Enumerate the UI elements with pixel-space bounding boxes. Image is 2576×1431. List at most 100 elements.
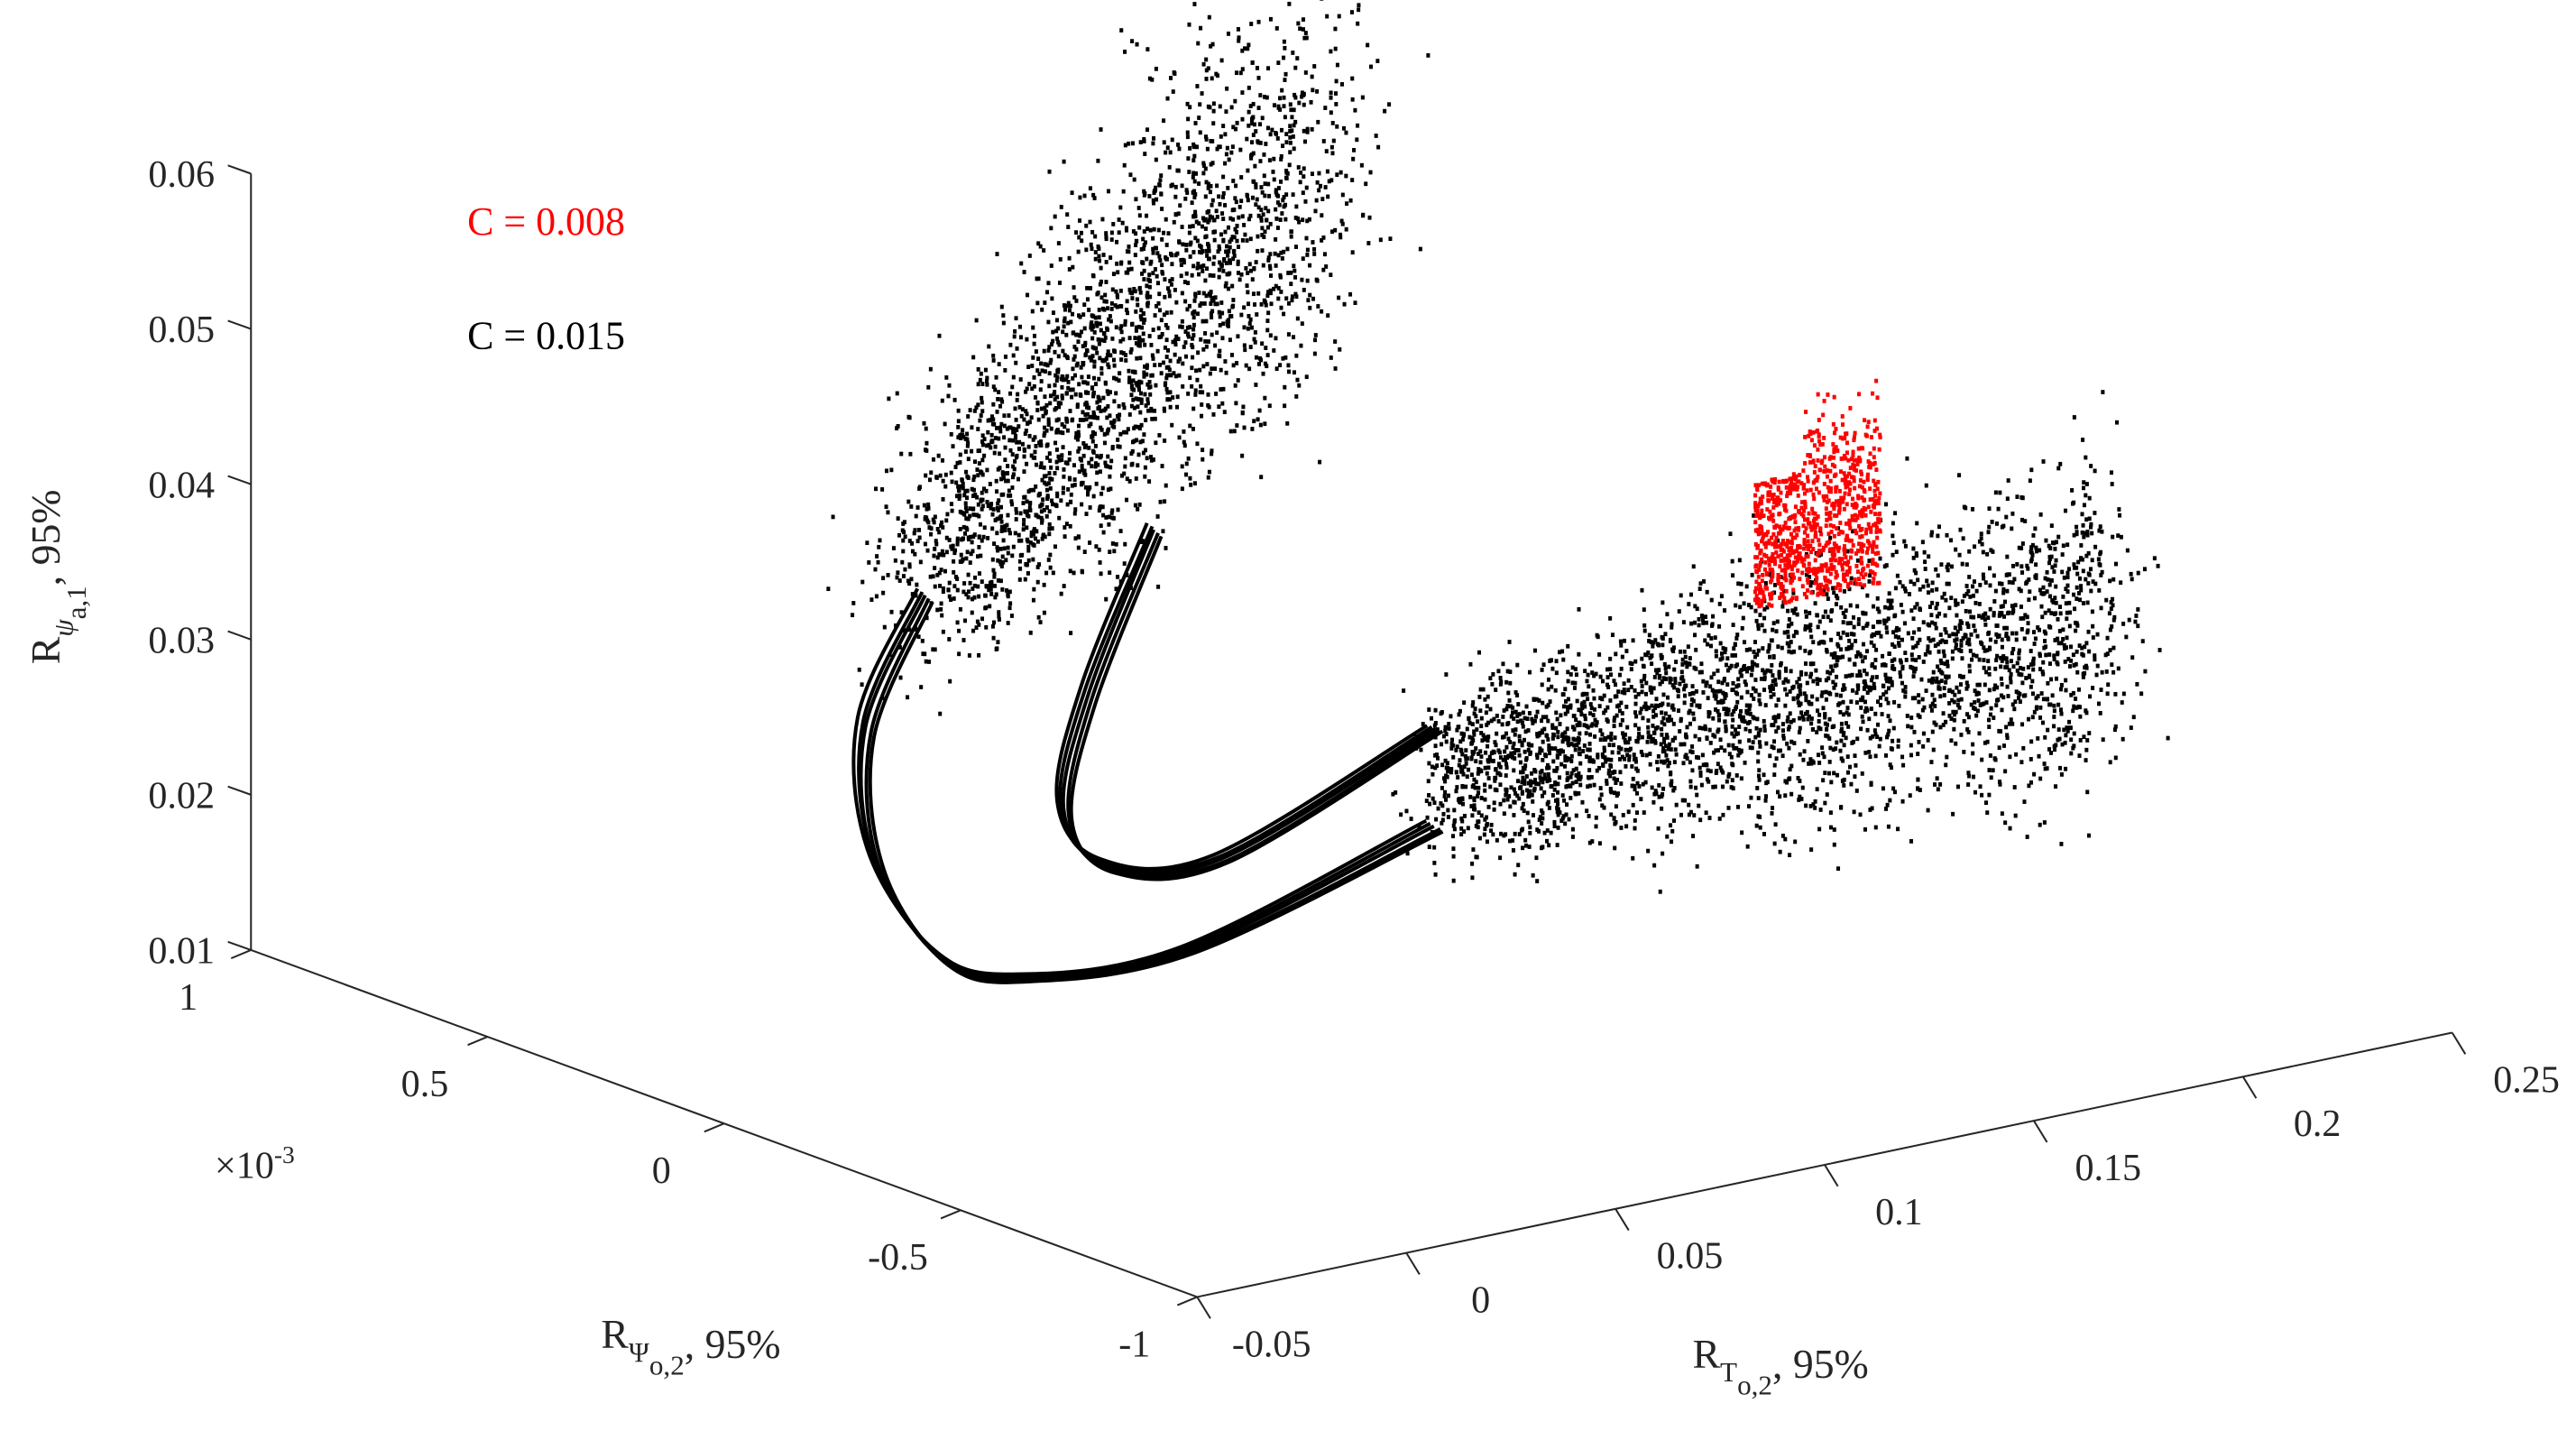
- data-point: [977, 623, 981, 627]
- data-point: [1989, 775, 1993, 780]
- data-point: [1460, 752, 1465, 757]
- data-point: [1546, 718, 1550, 724]
- data-point: [1822, 630, 1826, 635]
- data-point: [1609, 737, 1614, 743]
- data-point: [1472, 807, 1477, 811]
- data-point: [1118, 303, 1123, 309]
- data-point: [2011, 647, 2016, 651]
- data-point: [1198, 130, 1202, 135]
- data-point: [1014, 417, 1018, 422]
- data-point: [1815, 613, 1819, 618]
- data-point: [1165, 145, 1170, 151]
- data-point: [1783, 703, 1788, 708]
- data-point: [2039, 691, 2044, 696]
- data-point: [1152, 190, 1156, 196]
- data-point: [1247, 313, 1251, 319]
- data-point: [1256, 106, 1261, 110]
- data-point: [1220, 195, 1226, 199]
- data-point: [1219, 387, 1223, 392]
- data-point: [1486, 694, 1490, 699]
- data-point: [1240, 238, 1245, 243]
- data-point: [1041, 413, 1045, 419]
- data-point: [1209, 138, 1213, 143]
- data-point: [1841, 654, 1845, 660]
- data-point: [1806, 739, 1810, 743]
- data-point: [1203, 338, 1208, 344]
- data-point: [958, 484, 962, 489]
- data-point: [2043, 576, 2047, 581]
- data-point: [1071, 375, 1075, 381]
- data-point: [980, 409, 985, 414]
- data-point: [1240, 411, 1245, 416]
- data-point: [1876, 699, 1881, 705]
- data-point: [933, 547, 937, 551]
- data-point: [1509, 714, 1513, 719]
- data-point: [826, 586, 831, 592]
- data-point: [1815, 697, 1819, 702]
- data-point: [2093, 657, 2097, 662]
- data-point: [1504, 787, 1508, 792]
- data-point: [1053, 373, 1058, 378]
- data-point: [1666, 695, 1670, 700]
- data-point: [1265, 293, 1270, 299]
- data-point: [968, 580, 972, 586]
- data-point: [2054, 600, 2058, 605]
- data-point: [1305, 278, 1310, 283]
- data-point: [1210, 42, 1215, 47]
- data-point: [1938, 694, 1943, 699]
- data-point: [1091, 410, 1096, 415]
- data-point: [1693, 604, 1697, 609]
- data-point: [913, 625, 917, 631]
- data-point: [1263, 181, 1267, 187]
- data-point: [1060, 396, 1064, 401]
- data-point: [995, 426, 999, 430]
- data-point: [2073, 606, 2077, 612]
- data-point: [975, 467, 980, 472]
- data-point: [1444, 798, 1449, 802]
- data-point: [932, 553, 936, 559]
- data-point: [1441, 811, 1446, 817]
- data-point: [1684, 734, 1688, 740]
- data-point: [2004, 656, 2009, 661]
- data-point: [991, 358, 996, 363]
- data-point: [1446, 766, 1450, 771]
- data-point: [1302, 102, 1306, 107]
- data-point: [999, 513, 1004, 519]
- data-point: [1955, 784, 1960, 789]
- data-point: [925, 448, 929, 453]
- data-point: [2084, 493, 2088, 498]
- data-point: [2080, 512, 2084, 517]
- data-point: [1357, 3, 1361, 8]
- data-point: [1221, 190, 1226, 196]
- data-point: [1102, 330, 1107, 336]
- data-point: [1272, 103, 1276, 108]
- trajectory-line: [1066, 531, 1440, 879]
- data-point: [1016, 392, 1020, 397]
- data-point: [1824, 689, 1828, 695]
- data-point: [1734, 684, 1739, 689]
- data-point: [1472, 803, 1477, 808]
- data-point: [1211, 261, 1216, 266]
- data-point: [965, 495, 970, 501]
- data-point: [1282, 195, 1286, 199]
- data-point: [1249, 22, 1254, 26]
- data-point: [1068, 499, 1072, 504]
- data-point: [1783, 666, 1788, 671]
- data-point: [1209, 311, 1214, 316]
- data-point: [1604, 759, 1608, 764]
- data-point: [1527, 711, 1532, 716]
- data-point: [1093, 315, 1098, 320]
- data-point: [1633, 783, 1637, 789]
- data-point: [1673, 747, 1678, 752]
- data-point: [976, 427, 980, 431]
- data-point: [1143, 240, 1147, 245]
- data-point: [912, 531, 916, 536]
- data-point: [1130, 369, 1136, 374]
- data-point: [1061, 430, 1065, 436]
- data-point: [1433, 765, 1438, 771]
- data-point: [1143, 364, 1147, 369]
- data-point: [2049, 554, 2054, 559]
- data-point: [1626, 688, 1631, 693]
- data-point: [1926, 583, 1930, 588]
- data-point: [1451, 754, 1456, 760]
